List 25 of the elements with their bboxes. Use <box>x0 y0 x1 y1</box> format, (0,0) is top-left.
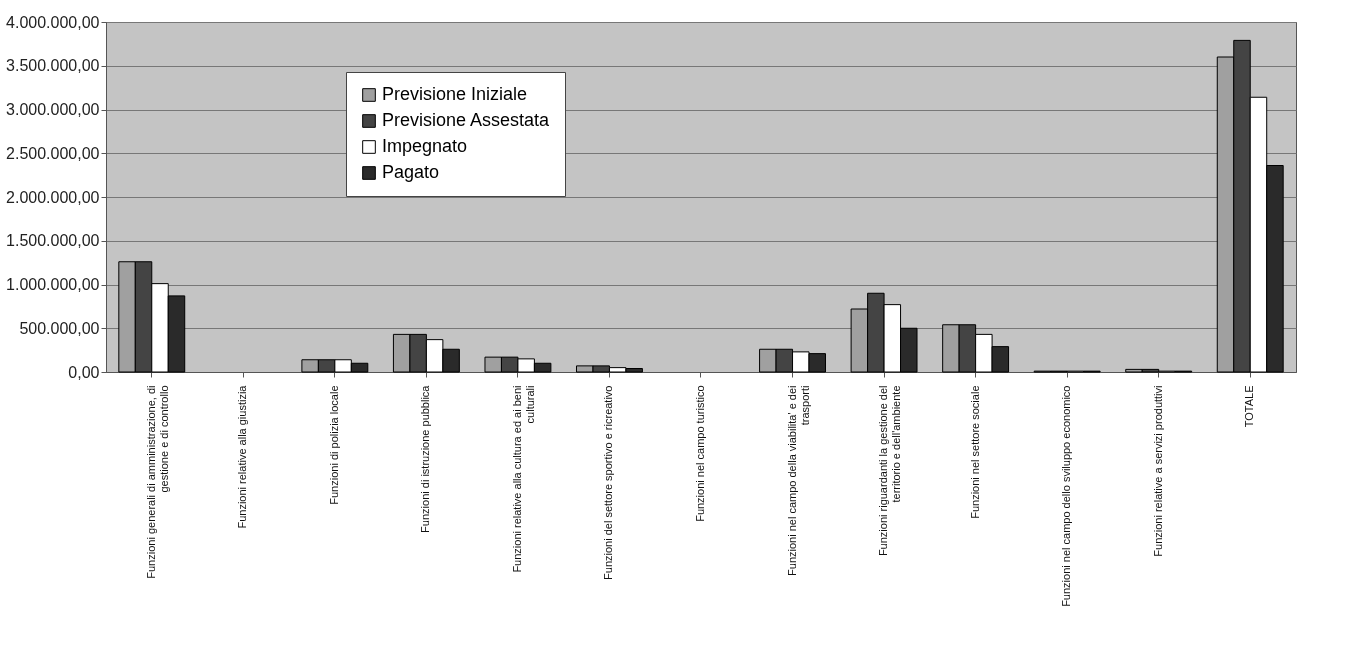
x-tick-label: Funzioni di istruzione pubblica <box>419 384 432 533</box>
x-tick-label: Funzioni nel campo turistico <box>694 385 706 522</box>
legend-label: Previsione Iniziale <box>382 84 528 104</box>
x-tick-label: TOTALE <box>1243 385 1256 428</box>
y-tick-label: 2.500.000,00 <box>6 144 100 162</box>
x-tick-label: Funzioni relative alla giustizia <box>236 384 249 529</box>
y-tick-label: 2.000.000,00 <box>6 188 100 206</box>
legend-label: Impegnato <box>382 136 468 156</box>
x-tick-label: Funzioni di polizia locale <box>327 385 340 505</box>
x-tick-label: Funzioni nel campo dello sviluppo economico <box>1060 385 1073 607</box>
y-tick-label: 0,00 <box>68 363 100 381</box>
x-tick-label: Funzioni nel campo della viabilita' e dei trasporti <box>785 385 811 576</box>
x-tick-label: Funzioni generali di amministrazione, di gestione e di controllo <box>144 385 170 579</box>
y-tick-label: 1.000.000,00 <box>6 276 100 293</box>
x-tick-label: Funzioni relative alla cultura ed ai beni culturali <box>510 385 536 573</box>
y-tick-label: 3.500.000,00 <box>6 57 100 75</box>
x-tick-label: Funzioni relative a servizi produttivi <box>1151 385 1164 557</box>
x-tick-label: Funzioni nel settore sociale <box>968 385 981 519</box>
y-tick-label: 1.500.000,00 <box>6 232 100 250</box>
x-tick-label: Funzioni del settore sportivo e ricreativo <box>602 385 615 580</box>
legend-label: Previsione Assestata <box>382 110 551 130</box>
legend-label: Pagato <box>382 162 440 182</box>
y-tick-label: 500.000,00 <box>19 319 100 337</box>
y-tick-label: 4.000.000,00 <box>6 13 100 31</box>
y-tick-label: 3.000.000,00 <box>6 101 100 118</box>
